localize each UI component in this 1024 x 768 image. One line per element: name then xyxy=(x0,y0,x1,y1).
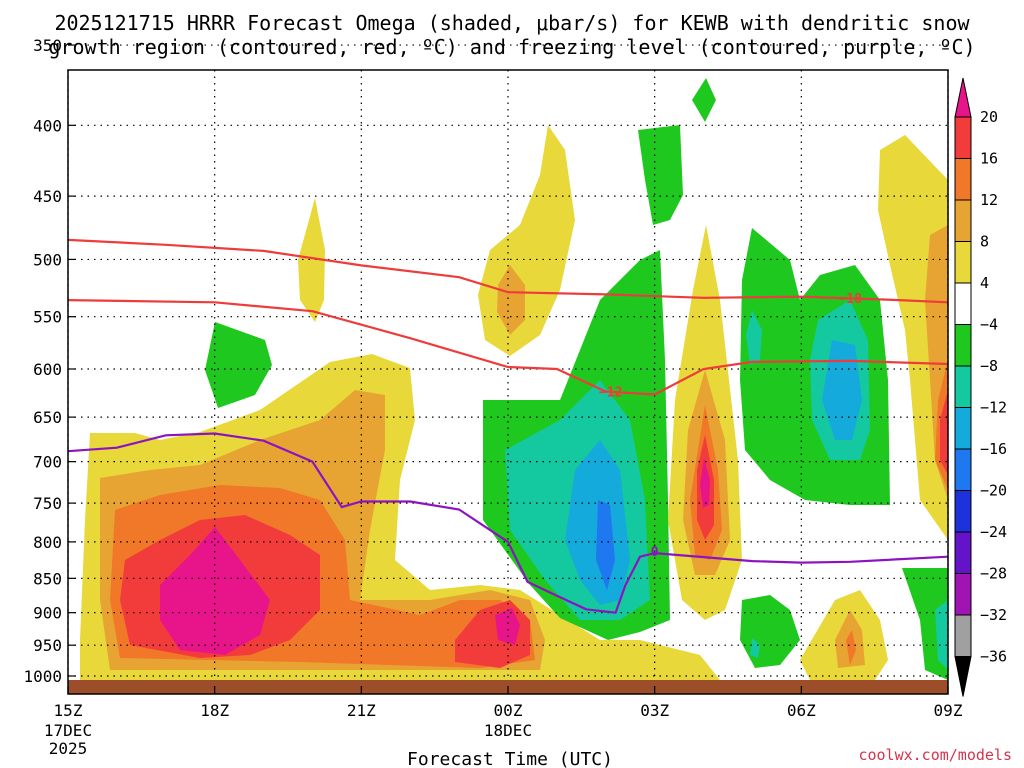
colorbar-swatch xyxy=(954,77,972,118)
colorbar-swatch xyxy=(954,490,972,533)
omega-region-cyan-right xyxy=(822,340,862,440)
colorbar-swatch xyxy=(954,158,972,201)
freezing-level-contour xyxy=(67,432,949,614)
omega-region-yellow-upper-2 xyxy=(478,125,575,356)
omega-region-teal-lower xyxy=(750,638,760,658)
colorbar-swatch xyxy=(954,614,972,657)
omega-region-green-right-edge xyxy=(902,568,948,680)
colorbar-swatch xyxy=(954,282,972,325)
credit-link[interactable]: coolwx.com/models xyxy=(858,746,1012,764)
omega-region-green-upper xyxy=(638,125,683,225)
colorbar-swatch xyxy=(954,116,972,159)
y-axis: 2503003504004505005506006507007508008509… xyxy=(23,36,76,686)
x-tick-label: 00Z xyxy=(494,701,523,720)
colorbar-label: 20 xyxy=(980,108,998,126)
y-tick-label: 450 xyxy=(33,187,62,206)
contours: −12 −18 0 xyxy=(67,238,949,614)
omega-region-green-lower xyxy=(740,595,800,668)
omega-region-teal-small xyxy=(746,310,762,365)
omega-region-teal-right-edge xyxy=(935,600,948,670)
y-tick-label: 850 xyxy=(33,569,62,588)
colorbar: 20 16 12 8 4 −4 −8 −12 −16 −20 −24 −28 −32 −36 xyxy=(954,77,1007,697)
colorbar-label: −12 xyxy=(980,399,1007,417)
colorbar-label: −24 xyxy=(980,523,1007,541)
x-tick-sublabel: 18DEC xyxy=(484,721,532,740)
y-tick-label: 500 xyxy=(33,250,62,269)
colorbar-swatch xyxy=(954,199,972,242)
colorbar-label: −20 xyxy=(980,482,1007,500)
dgz-minus12-label: −12 xyxy=(599,386,622,401)
colorbar-label: −28 xyxy=(980,565,1007,583)
colorbar-swatch xyxy=(954,407,972,450)
y-tick-label: 800 xyxy=(33,533,62,552)
y-tick-label: 950 xyxy=(33,636,62,655)
colorbar-swatch xyxy=(954,324,972,367)
colorbar-label: −16 xyxy=(980,440,1007,458)
x-tick-sublabel: 2025 xyxy=(49,739,88,758)
omega-region-yellow-upper-1 xyxy=(298,198,325,322)
freezing-level-label: 0 xyxy=(651,545,659,560)
colorbar-swatch xyxy=(954,241,972,284)
colorbar-label: −8 xyxy=(980,357,998,375)
omega-region-orange-upper xyxy=(497,265,525,335)
y-tick-label: 550 xyxy=(33,308,62,327)
colorbar-swatch xyxy=(954,365,972,408)
dgz-minus18-contour xyxy=(67,238,949,304)
omega-region-magenta-col xyxy=(700,458,710,508)
y-tick-label: 400 xyxy=(33,116,62,135)
x-tick-label: 15Z xyxy=(54,701,83,720)
omega-region-magenta-2 xyxy=(495,608,520,645)
omega-shading xyxy=(80,78,948,694)
y-tick-label: 700 xyxy=(33,453,62,472)
y-tick-label: 750 xyxy=(33,494,62,513)
x-tick-label: 06Z xyxy=(787,701,816,720)
colorbar-swatch xyxy=(954,531,972,574)
colorbar-swatch xyxy=(954,448,972,491)
x-axis-label: Forecast Time (UTC) xyxy=(407,749,613,768)
y-tick-label: 600 xyxy=(33,360,62,379)
omega-region-green-left xyxy=(205,322,272,408)
colorbar-label: 8 xyxy=(980,233,989,251)
omega-region-green-top xyxy=(692,78,716,122)
colorbar-swatch xyxy=(954,656,972,697)
dgz-minus12-contour xyxy=(67,299,949,396)
colorbar-swatch xyxy=(954,573,972,616)
chart-title-line2: growth region (contoured, red, ºC) and f… xyxy=(48,35,975,59)
colorbar-label: −36 xyxy=(980,648,1007,666)
x-tick-label: 09Z xyxy=(934,701,963,720)
y-tick-label: 1000 xyxy=(23,667,62,686)
omega-region-blue-main xyxy=(596,500,615,590)
colorbar-label: 4 xyxy=(980,274,989,292)
y-tick-label: 900 xyxy=(33,604,62,623)
x-tick-label: 18Z xyxy=(200,701,229,720)
dgz-minus18-label: −18 xyxy=(838,292,862,307)
y-tick-label: 350 xyxy=(33,36,62,55)
chart-title-line1: 2025121715 HRRR Forecast Omega (shaded, … xyxy=(54,11,970,35)
colorbar-label: 16 xyxy=(980,150,998,168)
y-tick-label: 650 xyxy=(33,408,62,427)
x-tick-label: 21Z xyxy=(347,701,376,720)
colorbar-label: 12 xyxy=(980,191,998,209)
colorbar-label: −32 xyxy=(980,606,1007,624)
omega-region-red-right-edge xyxy=(940,390,948,475)
x-tick-sublabel: 17DEC xyxy=(44,721,92,740)
x-tick-label: 03Z xyxy=(640,701,669,720)
colorbar-label: −4 xyxy=(980,316,998,334)
omega-region-red-lower-right xyxy=(846,630,856,665)
